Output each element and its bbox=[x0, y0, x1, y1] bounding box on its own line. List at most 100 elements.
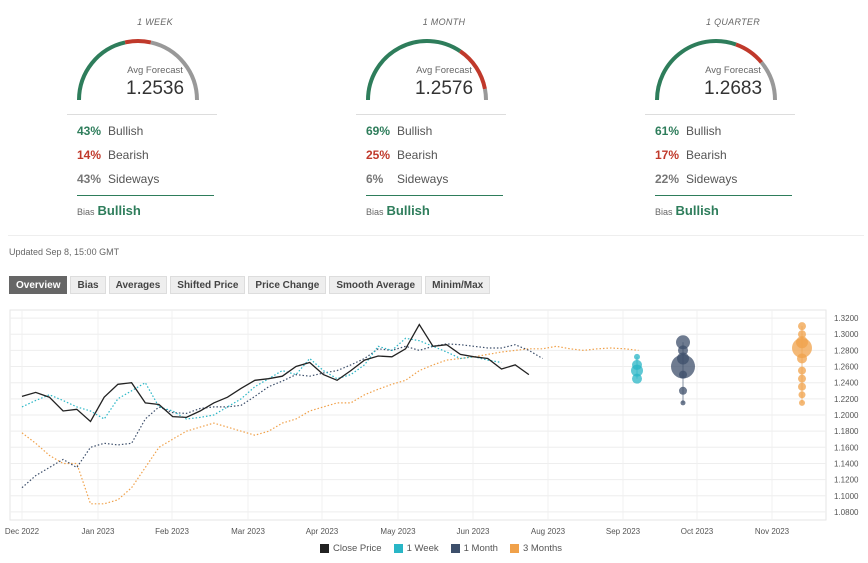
forecast-period: 1 WEEK bbox=[137, 17, 173, 27]
forecast-bubble[interactable] bbox=[680, 400, 686, 406]
legend-item-1-week[interactable]: 1 Week bbox=[393, 543, 439, 554]
series-line-3-months bbox=[21, 345, 639, 505]
avg-forecast-value: 1.2536 bbox=[125, 78, 185, 99]
gauge-bullish-arc bbox=[366, 39, 462, 101]
sideways-label: Sideways bbox=[686, 172, 738, 186]
series-line-1-week bbox=[21, 337, 502, 420]
forecast-bubble[interactable] bbox=[798, 382, 806, 391]
stat-bearish: 25% Bearish bbox=[366, 148, 438, 162]
bias-value: Bullish bbox=[675, 203, 719, 218]
legend-label: 3 Months bbox=[522, 543, 563, 554]
stat-bullish: 69% Bullish bbox=[366, 124, 432, 138]
forecast-bubble[interactable] bbox=[799, 399, 805, 406]
sideways-label: Sideways bbox=[108, 172, 160, 186]
sideways-pct: 22% bbox=[655, 172, 680, 186]
gauge-bearish-arc bbox=[124, 39, 152, 45]
bearish-label: Bearish bbox=[397, 148, 438, 162]
bullish-pct: 69% bbox=[366, 124, 391, 138]
stat-bearish: 14% Bearish bbox=[77, 148, 149, 162]
forecast-bubble[interactable] bbox=[679, 370, 687, 379]
tab-overview[interactable]: Overview bbox=[9, 276, 68, 294]
bias-divider bbox=[655, 195, 792, 196]
tab-shifted-price[interactable]: Shifted Price bbox=[170, 276, 246, 294]
forecast-bubble[interactable] bbox=[797, 353, 807, 364]
y-tick-label: 1.1800 bbox=[834, 427, 859, 436]
y-tick-label: 1.2400 bbox=[834, 379, 859, 388]
y-tick-label: 1.1200 bbox=[834, 476, 859, 485]
forecast-bubble[interactable] bbox=[679, 386, 687, 395]
forecast-bubble[interactable] bbox=[798, 374, 806, 383]
gauge-divider bbox=[645, 114, 795, 115]
bullish-label: Bullish bbox=[397, 124, 433, 138]
forecast-gauge bbox=[655, 39, 777, 101]
forecast-bubble[interactable] bbox=[678, 345, 688, 356]
tab-minim-max[interactable]: Minim/Max bbox=[425, 276, 491, 294]
bullish-label: Bullish bbox=[686, 124, 722, 138]
stat-bearish: 17% Bearish bbox=[655, 148, 727, 162]
legend-item-1-month[interactable]: 1 Month bbox=[450, 543, 498, 554]
chart-legend: Close Price 1 Week 1 Month 3 Months bbox=[320, 543, 562, 554]
y-tick-label: 1.1400 bbox=[834, 459, 859, 468]
gauge-bullish-arc bbox=[655, 39, 737, 101]
x-tick-label: Mar 2023 bbox=[231, 527, 265, 536]
y-tick-label: 1.1000 bbox=[834, 492, 859, 501]
tab-averages[interactable]: Averages bbox=[108, 276, 168, 294]
legend-swatch bbox=[509, 544, 519, 553]
avg-forecast-value: 1.2576 bbox=[414, 78, 474, 99]
forecast-bubble[interactable] bbox=[632, 373, 642, 384]
sideways-label: Sideways bbox=[397, 172, 449, 186]
gauge-bearish-arc bbox=[735, 42, 764, 64]
sideways-pct: 6% bbox=[366, 172, 384, 186]
bias-label: Bias bbox=[655, 207, 673, 217]
section-divider bbox=[8, 235, 864, 236]
legend-item-3-months[interactable]: 3 Months bbox=[509, 543, 563, 554]
x-tick-label: Jan 2023 bbox=[82, 527, 115, 536]
series-line-1-month bbox=[21, 343, 543, 489]
y-tick-label: 1.2200 bbox=[834, 395, 859, 404]
x-tick-label: Sep 2023 bbox=[606, 527, 641, 536]
x-tick-label: Feb 2023 bbox=[155, 527, 189, 536]
forecast-bubble[interactable] bbox=[671, 354, 695, 379]
tab-price-change[interactable]: Price Change bbox=[248, 276, 327, 294]
gauge-divider bbox=[356, 114, 506, 115]
forecast-period: 1 MONTH bbox=[422, 17, 466, 27]
forecast-bubble[interactable] bbox=[798, 366, 806, 375]
forecast-gauge bbox=[366, 39, 488, 101]
bias: Bias Bullish bbox=[366, 203, 430, 218]
stat-sideways: 43% Sideways bbox=[77, 172, 159, 186]
gauge-divider bbox=[67, 114, 217, 115]
bearish-label: Bearish bbox=[108, 148, 149, 162]
sideways-pct: 43% bbox=[77, 172, 102, 186]
avg-forecast-label: Avg Forecast bbox=[705, 65, 761, 76]
tab-smooth-average[interactable]: Smooth Average bbox=[329, 276, 423, 294]
legend-swatch bbox=[450, 544, 460, 553]
forecast-gauge bbox=[77, 39, 199, 101]
x-tick-label: Jun 2023 bbox=[457, 527, 490, 536]
stat-sideways: 6% Sideways bbox=[366, 172, 448, 186]
avg-forecast-label: Avg Forecast bbox=[127, 65, 183, 76]
bearish-label: Bearish bbox=[686, 148, 727, 162]
bias: Bias Bullish bbox=[77, 203, 141, 218]
gauge-sideways-arc bbox=[150, 40, 199, 101]
forecast-bubble[interactable] bbox=[798, 391, 806, 399]
forecast-bubble[interactable] bbox=[798, 330, 806, 339]
gauge-sideways-arc bbox=[759, 61, 777, 101]
forecast-bubble[interactable] bbox=[634, 353, 640, 360]
tab-bias[interactable]: Bias bbox=[70, 276, 106, 294]
forecast-chart: 1.0800 1.1000 1.1200 1.1400 1.1600 1.1800 1.20… bbox=[5, 309, 859, 536]
y-tick-label: 1.3000 bbox=[834, 330, 859, 339]
x-tick-label: Aug 2023 bbox=[531, 527, 566, 536]
bias-label: Bias bbox=[366, 207, 384, 217]
forecast-bubble[interactable] bbox=[798, 322, 806, 331]
stat-bullish: 61% Bullish bbox=[655, 124, 721, 138]
forecast-bubble[interactable] bbox=[631, 364, 643, 377]
bias-value: Bullish bbox=[386, 203, 430, 218]
forecast-bubble[interactable] bbox=[676, 335, 690, 350]
x-tick-label: Apr 2023 bbox=[306, 527, 339, 536]
x-tick-label: Dec 2022 bbox=[5, 527, 40, 536]
y-tick-label: 1.2000 bbox=[834, 411, 859, 420]
bias-divider bbox=[366, 195, 503, 196]
legend-label: 1 Month bbox=[463, 543, 498, 554]
legend-item-close-price[interactable]: Close Price bbox=[320, 543, 382, 554]
forecast-bubble[interactable] bbox=[792, 337, 812, 358]
